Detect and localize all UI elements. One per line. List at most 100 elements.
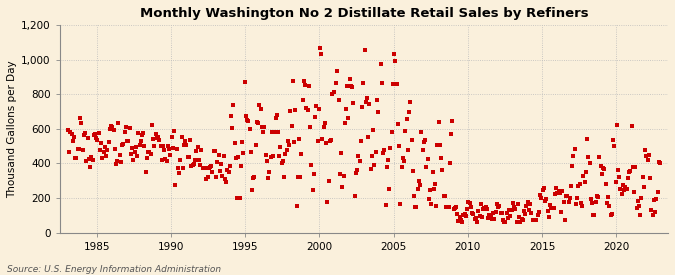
Point (119, 130, 130, 134)
Point (151, 136, 162, 140)
Point (200, 166, 211, 170)
Point (636, 196, 647, 200)
Point (384, 186, 395, 191)
Point (411, 204, 422, 209)
Point (479, 205, 490, 210)
Point (474, 214, 485, 218)
Point (417, 148, 428, 152)
Point (478, 207, 489, 211)
Point (325, 139, 335, 143)
Point (130, 145, 141, 150)
Point (643, 153, 654, 157)
Point (432, 142, 443, 147)
Point (548, 206, 559, 210)
Point (637, 175, 648, 179)
Point (337, 185, 348, 189)
Point (574, 182, 585, 186)
Point (381, 165, 392, 169)
Point (102, 147, 113, 152)
Point (209, 149, 220, 154)
Point (62, 128, 73, 132)
Point (66, 131, 77, 136)
Point (184, 155, 194, 159)
Point (128, 158, 139, 163)
Point (205, 165, 215, 170)
Point (155, 144, 166, 148)
Point (68, 138, 78, 143)
Point (291, 204, 302, 208)
Point (425, 188, 435, 192)
Point (234, 196, 245, 200)
Point (306, 163, 317, 167)
Point (620, 185, 631, 189)
Point (129, 150, 140, 155)
Point (270, 116, 281, 120)
Point (80, 131, 90, 136)
Point (619, 188, 630, 192)
Point (464, 201, 475, 205)
Point (139, 144, 150, 148)
Point (113, 121, 124, 125)
Point (150, 132, 161, 136)
Point (570, 202, 581, 207)
Point (604, 204, 615, 208)
Point (450, 205, 460, 210)
Point (256, 125, 267, 129)
Point (163, 144, 173, 148)
Point (96, 141, 107, 145)
Point (157, 158, 167, 163)
Point (302, 108, 313, 112)
Point (504, 208, 514, 212)
Point (443, 204, 454, 209)
Point (639, 185, 649, 189)
Point (93, 131, 104, 135)
Point (277, 159, 288, 164)
Point (494, 204, 505, 208)
Point (401, 117, 412, 121)
Point (319, 120, 330, 125)
Point (275, 144, 286, 149)
Point (591, 200, 601, 204)
Point (173, 171, 184, 175)
Point (109, 147, 120, 152)
Point (213, 152, 224, 157)
Point (188, 162, 199, 166)
Point (420, 138, 431, 142)
Point (153, 134, 163, 139)
Point (279, 175, 290, 179)
Point (481, 204, 491, 209)
Point (172, 166, 183, 171)
Point (651, 197, 661, 201)
Point (562, 194, 572, 198)
Point (594, 155, 605, 159)
Point (323, 178, 334, 183)
Point (516, 217, 527, 221)
Point (274, 153, 285, 158)
Point (375, 62, 386, 66)
Point (646, 208, 657, 212)
Point (587, 201, 597, 205)
Point (469, 216, 480, 221)
Point (451, 205, 462, 210)
Point (466, 205, 477, 209)
Point (364, 102, 375, 106)
Point (123, 139, 134, 144)
Point (127, 146, 138, 150)
Point (414, 179, 425, 183)
Point (517, 218, 528, 222)
Point (598, 166, 609, 170)
Point (433, 120, 444, 124)
Point (326, 138, 337, 142)
Point (144, 149, 155, 154)
Point (232, 196, 242, 200)
Point (426, 202, 437, 206)
Point (438, 193, 449, 198)
Point (601, 201, 612, 205)
Point (84, 157, 95, 162)
Point (298, 79, 309, 83)
Point (71, 156, 82, 161)
Point (362, 96, 373, 100)
Title: Monthly Washington No 2 Distillate Retail Sales by Refiners: Monthly Washington No 2 Distillate Retai… (140, 7, 588, 20)
Point (423, 196, 434, 201)
Point (524, 202, 535, 206)
